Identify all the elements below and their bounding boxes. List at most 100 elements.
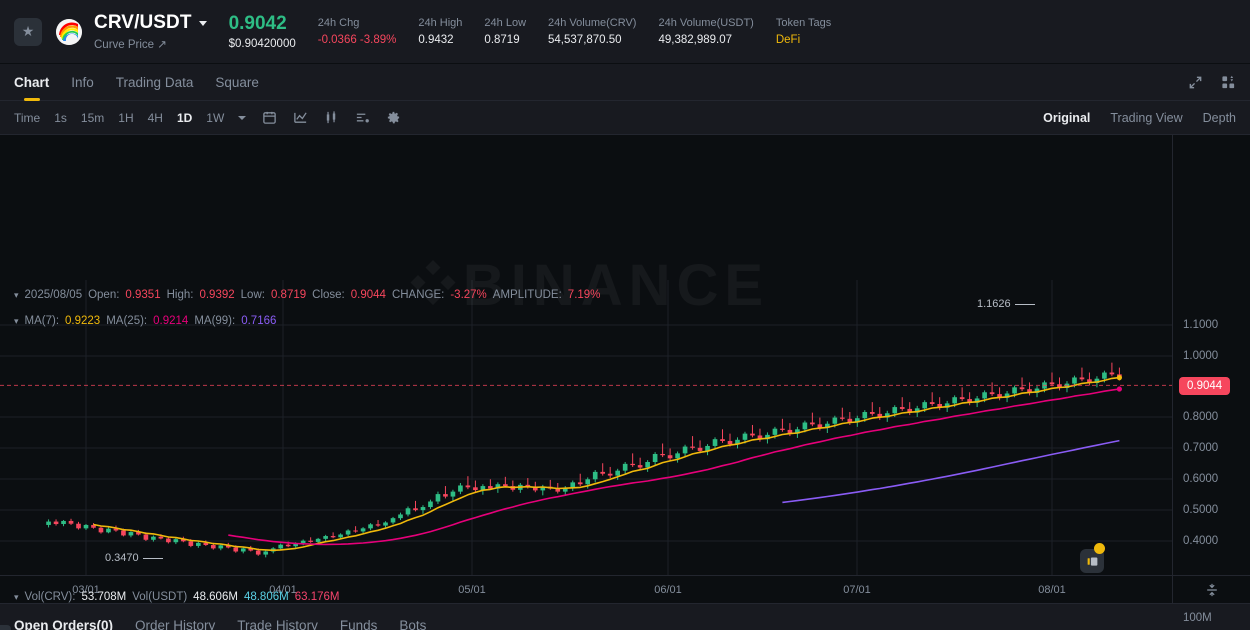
view-mode-original[interactable]: Original	[1043, 110, 1091, 125]
time-tick: 08/01	[1038, 584, 1066, 596]
expand-icon[interactable]	[1188, 75, 1203, 90]
stat-24h-chg: 24h Chg -0.0366 -3.89%	[318, 17, 397, 46]
view-mode-trading-view[interactable]: Trading View	[1110, 110, 1183, 125]
ohlc-high-value: 0.9392	[199, 289, 235, 301]
indicator-icon[interactable]	[324, 110, 339, 125]
stat-label: 24h Volume(CRV)	[548, 17, 637, 29]
pair-row[interactable]: CRV/USDT	[94, 12, 207, 34]
tab-bots[interactable]: Bots	[399, 618, 427, 630]
stat-value: 0.9432	[418, 34, 454, 46]
pair-subtitle-link[interactable]: Curve Price ↗	[94, 39, 167, 51]
stat-24h-low: 24h Low 0.8719	[484, 17, 526, 46]
chevron-down-icon[interactable]: ▾	[14, 289, 19, 300]
leader-line	[142, 557, 163, 559]
stat-label: Token Tags	[775, 17, 832, 29]
timeframe-4h[interactable]: 4H	[147, 110, 163, 125]
tab-order-history[interactable]: Order History	[135, 618, 216, 630]
chevron-down-icon[interactable]: ▾	[14, 591, 19, 602]
tab-funds[interactable]: Funds	[339, 618, 378, 630]
moving-average-series	[93, 375, 1122, 552]
settings-gear-icon[interactable]	[386, 110, 401, 125]
tabbar-actions	[1188, 75, 1236, 90]
chart-canvas[interactable]	[0, 135, 1172, 575]
ohlc-change-label: CHANGE:	[391, 289, 445, 301]
time-tick: 06/01	[654, 584, 682, 596]
time-tick: 03/01	[72, 584, 100, 596]
last-price: 0.9042	[228, 13, 287, 34]
ohlc-low-value: 0.8719	[270, 289, 307, 301]
current-price-badge: 0.9044	[1179, 377, 1231, 395]
grid-lines	[0, 280, 1172, 575]
stat-value: -0.0366 -3.89%	[317, 34, 397, 46]
calendar-icon[interactable]	[262, 110, 277, 125]
last-price-usd: $0.90420000	[228, 38, 296, 50]
chevron-down-icon[interactable]	[198, 20, 207, 26]
candlestick-series	[46, 362, 1122, 558]
notification-dot-icon	[1094, 543, 1105, 554]
timeframe-time[interactable]: Time	[14, 110, 41, 125]
chart-toolbar: Time 1s 15m 1H 4H 1D 1W Original Trading…	[0, 101, 1250, 135]
orders-panel: Open Orders(0) Order History Trade Histo…	[0, 603, 1250, 630]
ohlc-legend: ▾ 2025/08/05 Open: 0.9351 High: 0.9392 L…	[14, 289, 600, 301]
timeframe-15m[interactable]: 15m	[80, 110, 105, 125]
vol-usdt-label: Vol(USDT)	[132, 591, 188, 603]
ma-legend: ▾ MA(7): 0.9223 MA(25): 0.9214 MA(99): 0…	[14, 315, 276, 327]
chevron-down-icon[interactable]	[238, 115, 247, 120]
chart-area[interactable]: BINANCE ▾ 2025/08/05 Open: 0.9351 High: …	[0, 135, 1250, 630]
stat-24h-volume-usdt: 24h Volume(USDT) 49,382,989.07	[658, 17, 753, 46]
chevron-down-icon[interactable]: ▾	[14, 315, 19, 326]
tab-info[interactable]: Info	[71, 74, 94, 90]
timeframe-1s[interactable]: 1s	[54, 110, 67, 125]
price-tick: 0.5000	[1183, 504, 1219, 516]
tab-chart[interactable]: Chart	[14, 64, 49, 100]
price-axis[interactable]: 1.1000 1.0000 0.9044 0.8000 0.7000 0.600…	[1172, 135, 1250, 624]
reset-zoom-button[interactable]	[1172, 576, 1250, 604]
stat-label: 24h Volume(USDT)	[658, 17, 754, 29]
grid-layout-icon[interactable]	[1221, 75, 1236, 90]
ma7-value: 0.9223	[65, 315, 101, 327]
compare-icon[interactable]	[355, 110, 370, 125]
price-tick: 0.4000	[1183, 535, 1219, 547]
price-tick: 1.0000	[1183, 350, 1219, 362]
ma25-value: 0.9214	[153, 315, 189, 327]
tab-square[interactable]: Square	[215, 74, 259, 90]
stat-value: 0.8719	[484, 34, 520, 46]
price-block: 0.9042 $0.90420000	[229, 13, 296, 50]
volume-collapse-handle[interactable]: ›	[0, 625, 11, 630]
ohlc-amplitude-label: AMPLITUDE:	[492, 289, 562, 301]
stat-value: 54,537,870.50	[548, 34, 622, 46]
timeframe-1d[interactable]: 1D	[176, 110, 193, 125]
ohlc-amplitude-value: 7.19%	[567, 289, 601, 301]
tab-open-orders[interactable]: Open Orders(0)	[14, 618, 113, 630]
chart-type-icon[interactable]	[293, 110, 308, 125]
ohlc-open-value: 0.9351	[125, 289, 161, 301]
timeframe-1h[interactable]: 1H	[118, 110, 134, 125]
ohlc-change-value: -3.27%	[450, 289, 487, 301]
ohlc-date: 2025/08/05	[24, 289, 83, 301]
ohlc-open-label: Open:	[88, 289, 120, 301]
curve-logo-svg	[56, 18, 82, 45]
ohlc-close-label: Close:	[312, 289, 345, 301]
pair-block: CRV/USDT Curve Price ↗	[94, 12, 207, 51]
token-tag-defi[interactable]: DeFi	[775, 34, 801, 46]
tab-trade-history[interactable]: Trade History	[237, 618, 318, 630]
stat-value: 49,382,989.07	[658, 34, 733, 46]
tab-trading-data[interactable]: Trading Data	[115, 74, 194, 90]
stat-24h-high: 24h High 0.9432	[418, 17, 462, 46]
time-axis[interactable]: 03/01 04/01 05/01 06/01 07/01 08/01	[0, 575, 1250, 604]
period-low-marker: 0.3470	[105, 552, 163, 564]
time-tick: 05/01	[458, 584, 486, 596]
leader-line	[1014, 303, 1035, 305]
period-high-value: 1.1626	[977, 298, 1011, 310]
ma99-label: MA(99):	[194, 315, 236, 327]
curve-coin-logo	[56, 18, 82, 45]
view-mode-depth[interactable]: Depth	[1202, 110, 1236, 125]
timeframe-1w[interactable]: 1W	[206, 110, 225, 125]
period-low-value: 0.3470	[105, 552, 139, 564]
ohlc-low-label: Low:	[240, 289, 265, 301]
stat-label: 24h High	[418, 17, 463, 29]
pair-name: CRV/USDT	[94, 12, 192, 33]
vol-ma2-value: 63.176M	[294, 591, 340, 603]
favorite-star-icon[interactable]: ★	[14, 17, 42, 46]
volume-legend: ▾ Vol(CRV): 53.708M Vol(USDT) 48.606M 48…	[14, 591, 339, 603]
